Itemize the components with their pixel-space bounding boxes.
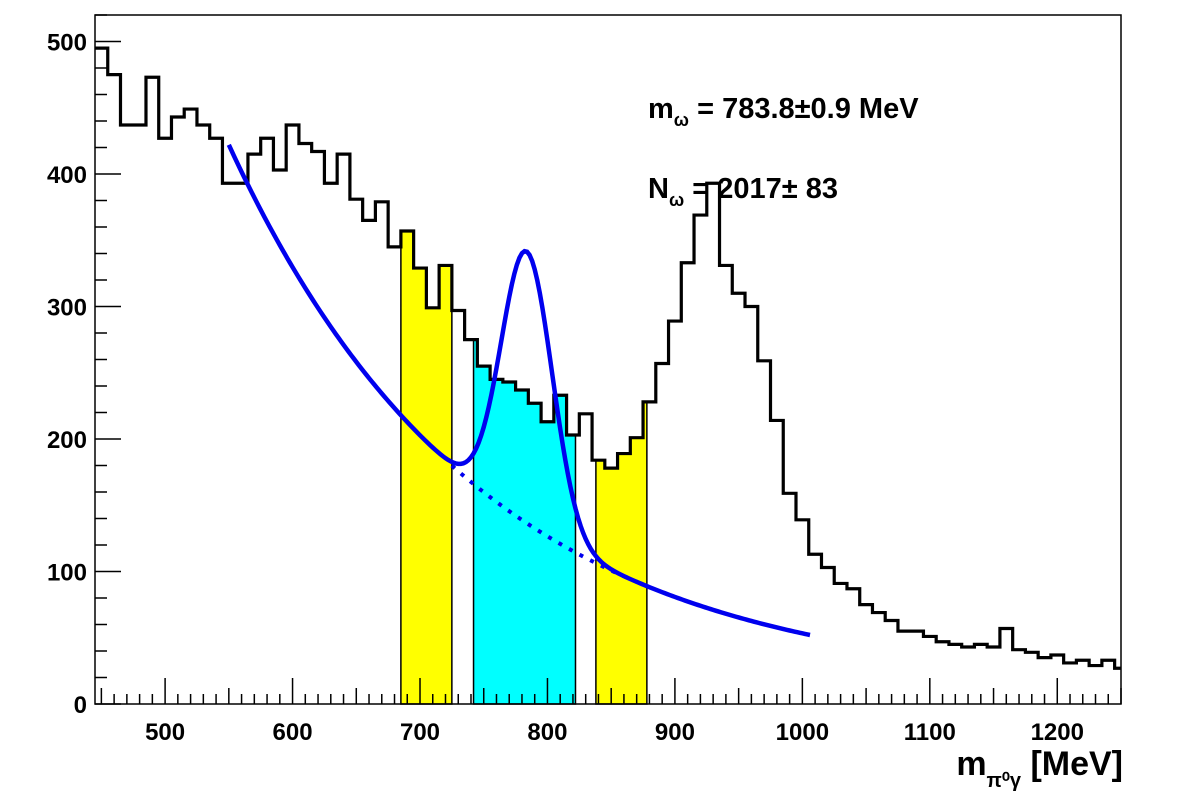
x-tick-label: 500 <box>145 719 185 746</box>
annotation-mass: mω = 783.8±0.9 MeV <box>648 93 919 130</box>
y-tick-label: 100 <box>47 560 87 587</box>
x-tick-label: 800 <box>527 719 567 746</box>
x-axis-ticks: 500 600 700 800 900 1000 1100 1200 <box>100 678 1122 746</box>
y-tick-label: 400 <box>47 162 87 189</box>
y-tick-label: 0 <box>74 692 87 719</box>
y-tick-label: 200 <box>47 427 87 454</box>
x-tick-label: 700 <box>400 719 440 746</box>
x-axis-label: mπ⁰γ [MeV] <box>956 745 1123 792</box>
x-tick-label: 600 <box>273 719 313 746</box>
annotation-yield: Nω = 2017± 83 <box>648 173 838 210</box>
x-tick-label: 1000 <box>776 719 829 746</box>
background-fit-dotted <box>450 464 649 589</box>
total-fit-curve <box>226 143 811 638</box>
y-tick-label: 500 <box>47 30 87 57</box>
y-tick-label: 300 <box>47 295 87 322</box>
y-axis-ticks: 0 100 200 300 400 500 <box>47 14 121 719</box>
x-tick-label: 900 <box>655 719 695 746</box>
histogram-line <box>95 46 1121 670</box>
fill-region-2 <box>595 401 648 705</box>
x-tick-label: 1100 <box>904 719 956 746</box>
x-tick-label: 1200 <box>1031 719 1084 746</box>
